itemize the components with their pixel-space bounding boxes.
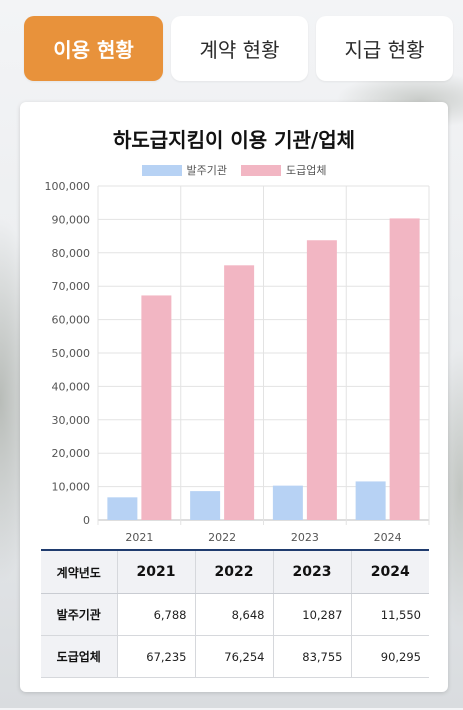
tab-bar: 이용 현황 계약 현황 지급 현황: [24, 16, 453, 81]
table-cell: 83,755: [272, 635, 351, 678]
bar-sub: [306, 240, 337, 520]
bar-client: [190, 491, 221, 520]
table-header-row: 계약년도 2021 2022 2023 2024: [41, 549, 429, 594]
bar-sub: [224, 265, 255, 520]
table-cell: 6,788: [116, 593, 195, 636]
x-tick-label: 2023: [291, 531, 319, 544]
table-header-cell: 2024: [350, 549, 429, 594]
chart-legend: 발주기관 도급업체: [20, 162, 448, 178]
tab-payment[interactable]: 지급 현황: [316, 16, 453, 81]
y-tick-label: 40,000: [52, 380, 91, 393]
table-cell: 11,550: [350, 593, 429, 636]
table-cell: 76,254: [194, 635, 273, 678]
y-tick-label: 70,000: [52, 280, 91, 293]
table-cell: 90,295: [350, 635, 429, 678]
x-tick-label: 2021: [125, 531, 153, 544]
table-row: 발주기관 6,788 8,648 10,287 11,550: [41, 593, 429, 636]
y-tick-label: 60,000: [52, 314, 91, 327]
y-tick-label: 0: [83, 514, 90, 527]
chart-title: 하도급지킴이 이용 기관/업체: [112, 128, 356, 152]
x-tick-label: 2022: [208, 531, 236, 544]
tab-contract[interactable]: 계약 현황: [171, 16, 308, 81]
y-tick-label: 50,000: [52, 347, 91, 360]
table-header-cell: 2022: [194, 549, 273, 594]
legend-label-sub: 도급업체: [286, 164, 327, 177]
table-row: 도급업체 67,235 76,254 83,755 90,295: [41, 635, 429, 678]
bar-chart: 0 10,000 20,000 30,000 40,000 50,000 60,000 70,…: [45, 180, 430, 544]
legend-item-client[interactable]: 발주기관: [141, 162, 227, 178]
bar-sub: [141, 295, 172, 520]
x-tick-label: 2024: [374, 531, 402, 544]
table-header-cell: 계약년도: [41, 549, 117, 594]
table-header-cell: 2021: [116, 549, 195, 594]
legend-swatch-sub: [241, 164, 281, 176]
table-cell: 67,235: [116, 635, 195, 678]
usage-card: 하도급지킴이 이용 기관/업체 발주기관 도급업체 0 10,000 20,000 3…: [20, 102, 448, 692]
bar-sub: [389, 218, 420, 520]
row-label: 도급업체: [41, 635, 117, 678]
tab-usage[interactable]: 이용 현황: [24, 16, 163, 81]
y-tick-label: 20,000: [52, 447, 91, 460]
y-tick-label: 30,000: [52, 414, 91, 427]
row-label: 발주기관: [41, 593, 117, 636]
y-tick-label: 90,000: [52, 213, 91, 226]
bar-client: [272, 485, 303, 520]
bar-client: [355, 481, 386, 520]
legend-label-client: 발주기관: [186, 164, 227, 177]
y-tick-label: 10,000: [52, 481, 91, 494]
table-header-cell: 2023: [272, 549, 351, 594]
y-tick-label: 80,000: [52, 247, 91, 260]
bar-client: [107, 497, 138, 520]
data-table: 계약년도 2021 2022 2023 2024 발주기관 6,788 8,64…: [41, 549, 429, 678]
legend-swatch-client: [141, 164, 182, 176]
y-tick-label: 100,000: [45, 180, 91, 193]
table-cell: 10,287: [272, 593, 351, 636]
legend-item-sub[interactable]: 도급업체: [241, 162, 326, 178]
table-cell: 8,648: [194, 593, 273, 636]
